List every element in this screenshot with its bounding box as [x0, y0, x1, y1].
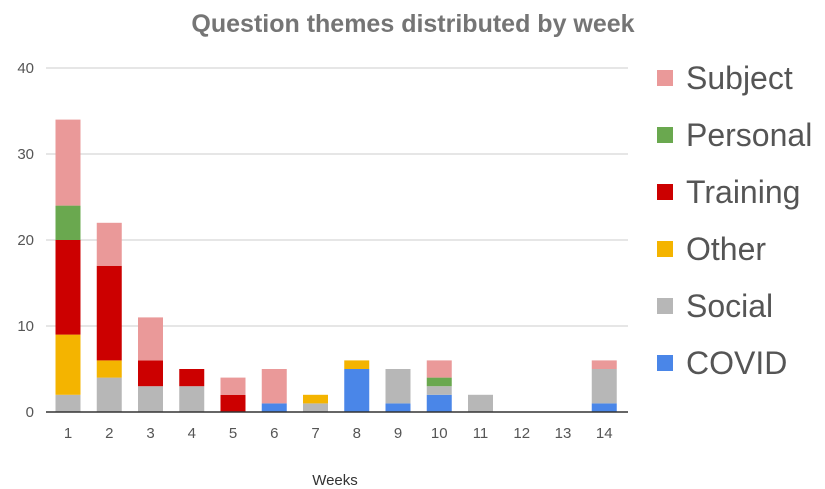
legend-swatch-other [657, 241, 673, 257]
legend-label-personal: Personal [686, 117, 812, 153]
x-tick-label: 13 [555, 425, 572, 442]
bar-segment-social [179, 386, 205, 412]
x-tick-label: 6 [270, 425, 278, 442]
gridlines [46, 67, 628, 327]
bar-segment-personal [426, 377, 452, 387]
bar-segment-subject [426, 360, 452, 378]
x-tick-label: 2 [105, 425, 113, 442]
bar-segment-other [96, 360, 122, 378]
x-tick-label: 4 [188, 425, 196, 442]
bar-segment-subject [55, 119, 81, 206]
x-tick-label: 10 [431, 425, 448, 442]
bar-segment-social [426, 386, 452, 395]
x-tick-label: 7 [311, 425, 319, 442]
legend-label-covid: COVID [686, 345, 787, 381]
bar-segment-other [344, 360, 370, 369]
bar-segment-training [138, 360, 163, 387]
bar-segment-subject [591, 360, 617, 369]
bar-segment-social [385, 369, 411, 404]
legend-swatch-training [657, 184, 673, 200]
x-tick-label: 9 [394, 425, 402, 442]
bar-segment-covid [591, 403, 617, 412]
x-tick-label: 14 [596, 425, 613, 442]
x-tick-label: 1 [64, 425, 72, 442]
bar-segment-subject [96, 222, 122, 266]
x-tick-label: 3 [146, 425, 154, 442]
bar-segment-covid [426, 394, 452, 412]
x-axis-ticks: 1 2 3 4 5 6 7 8 9 10 11 12 13 14 [64, 425, 613, 442]
bars [55, 119, 617, 412]
bar-segment-social [138, 386, 163, 412]
legend-label-social: Social [686, 288, 773, 324]
x-tick-label: 8 [353, 425, 361, 442]
x-tick-label: 12 [513, 425, 530, 442]
x-tick-label: 5 [229, 425, 237, 442]
legend-label-subject: Subject [686, 60, 793, 96]
bar-segment-social [591, 369, 617, 404]
legend-swatch-subject [657, 70, 673, 86]
y-tick-label: 30 [17, 146, 34, 163]
bar-segment-training [220, 394, 246, 412]
bar-segment-other [55, 334, 81, 395]
x-tick-label: 11 [473, 425, 489, 442]
bar-segment-covid [344, 369, 370, 412]
bar-segment-covid [261, 403, 287, 412]
bar-segment-social [55, 394, 81, 412]
bar-segment-training [96, 265, 122, 361]
bar-segment-social [303, 403, 328, 412]
y-tick-label: 0 [26, 404, 34, 421]
bar-segment-social [96, 377, 122, 412]
bar-segment-subject [220, 377, 246, 395]
legend: Subject Personal Training Other Social COVID [657, 60, 812, 381]
y-tick-label: 10 [17, 318, 34, 335]
x-axis-label: Weeks [312, 472, 358, 489]
bar-segment-subject [261, 369, 287, 404]
bar-segment-training [179, 369, 205, 387]
bar-segment-subject [138, 317, 163, 361]
legend-swatch-social [657, 298, 673, 314]
bar-segment-other [303, 394, 328, 404]
y-tick-label: 20 [17, 232, 34, 249]
chart-title: Question themes distributed by week [191, 10, 634, 38]
legend-swatch-covid [657, 355, 673, 371]
y-axis-ticks: 0 10 20 30 40 [17, 60, 34, 421]
legend-swatch-personal [657, 127, 673, 143]
y-tick-label: 40 [17, 60, 34, 77]
bar-segment-training [55, 240, 81, 335]
legend-label-other: Other [686, 231, 766, 267]
bar-segment-covid [385, 403, 411, 412]
bar-segment-social [468, 394, 493, 412]
legend-label-training: Training [686, 174, 800, 210]
bar-segment-personal [55, 205, 81, 240]
